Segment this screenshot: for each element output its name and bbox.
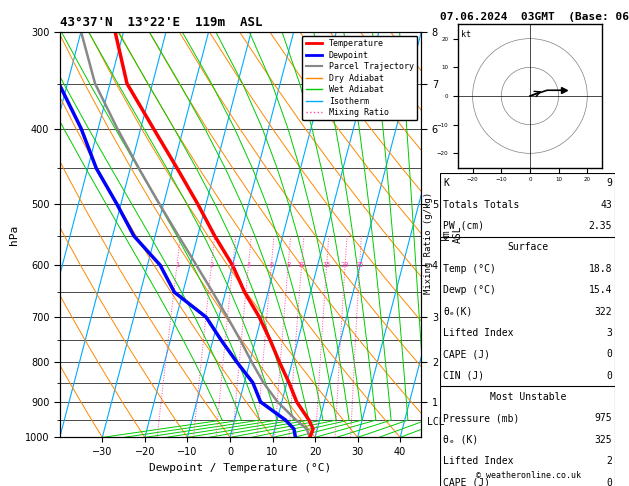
Text: Most Unstable: Most Unstable (489, 392, 566, 402)
Text: Dewp (°C): Dewp (°C) (443, 285, 496, 295)
X-axis label: Dewpoint / Temperature (°C): Dewpoint / Temperature (°C) (150, 463, 331, 473)
Text: 3: 3 (231, 262, 235, 268)
Text: 4: 4 (247, 262, 250, 268)
Text: 0: 0 (606, 349, 612, 359)
Text: 2: 2 (209, 262, 214, 268)
Text: Pressure (mb): Pressure (mb) (443, 414, 520, 423)
Text: 325: 325 (594, 435, 612, 445)
Text: 15: 15 (323, 262, 331, 268)
Text: 0: 0 (606, 371, 612, 381)
Text: 25: 25 (355, 262, 364, 268)
Text: θₑ (K): θₑ (K) (443, 435, 479, 445)
Text: 3: 3 (606, 328, 612, 338)
Text: Mixing Ratio (g/kg): Mixing Ratio (g/kg) (425, 192, 433, 294)
Text: Lifted Index: Lifted Index (443, 456, 514, 466)
Text: 20: 20 (341, 262, 349, 268)
Text: Surface: Surface (507, 243, 548, 252)
Text: 1: 1 (175, 262, 179, 268)
Text: 10: 10 (298, 262, 306, 268)
Text: LCL: LCL (427, 417, 445, 427)
Text: 2.35: 2.35 (589, 221, 612, 231)
Text: Totals Totals: Totals Totals (443, 200, 520, 209)
Text: θₑ(K): θₑ(K) (443, 307, 473, 316)
Text: © weatheronline.co.uk: © weatheronline.co.uk (476, 471, 581, 480)
Text: 15.4: 15.4 (589, 285, 612, 295)
Y-axis label: hPa: hPa (9, 225, 19, 244)
Text: CIN (J): CIN (J) (443, 371, 484, 381)
Text: CAPE (J): CAPE (J) (443, 349, 491, 359)
Text: 975: 975 (594, 414, 612, 423)
Text: Temp (°C): Temp (°C) (443, 264, 496, 274)
Text: CAPE (J): CAPE (J) (443, 478, 491, 486)
Text: PW (cm): PW (cm) (443, 221, 484, 231)
Legend: Temperature, Dewpoint, Parcel Trajectory, Dry Adiabat, Wet Adiabat, Isotherm, Mi: Temperature, Dewpoint, Parcel Trajectory… (303, 36, 417, 121)
Text: K: K (443, 178, 449, 188)
Text: 6: 6 (269, 262, 274, 268)
Y-axis label: km
ASL: km ASL (441, 226, 462, 243)
Text: 43: 43 (600, 200, 612, 209)
Text: 43°37'N  13°22'E  119m  ASL: 43°37'N 13°22'E 119m ASL (60, 16, 262, 29)
Text: 0: 0 (606, 478, 612, 486)
Text: kt: kt (461, 30, 471, 39)
Text: 07.06.2024  03GMT  (Base: 06): 07.06.2024 03GMT (Base: 06) (440, 12, 629, 22)
Text: 18.8: 18.8 (589, 264, 612, 274)
Text: 8: 8 (286, 262, 291, 268)
Text: 322: 322 (594, 307, 612, 316)
Text: 2: 2 (606, 456, 612, 466)
Text: Lifted Index: Lifted Index (443, 328, 514, 338)
Text: 9: 9 (606, 178, 612, 188)
